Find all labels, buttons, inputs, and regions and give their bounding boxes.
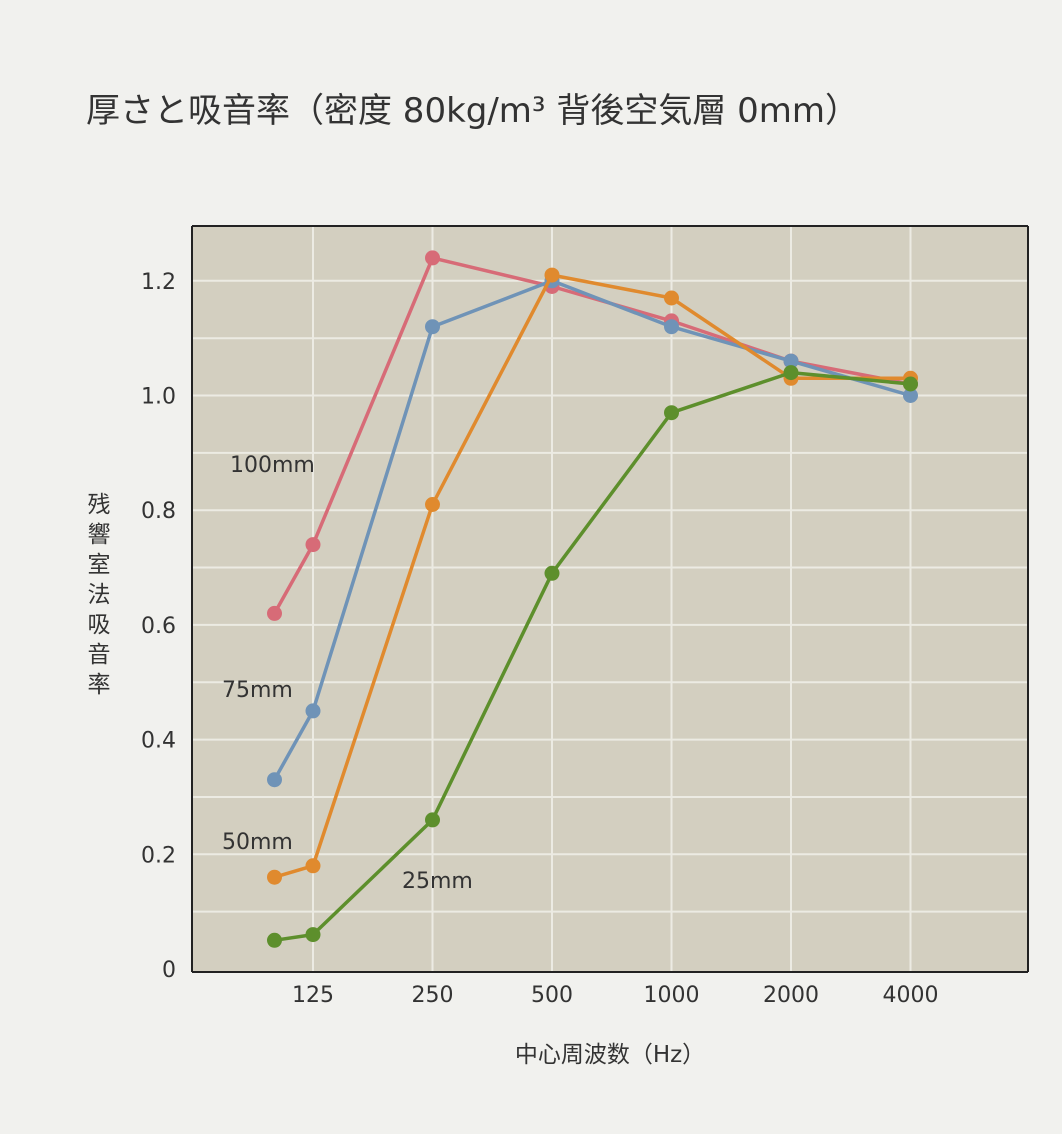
data-point [425,812,440,828]
data-point [305,927,321,943]
y-axis-label: 残響室法吸音率 [88,492,111,698]
series-label: 25mm [402,869,473,894]
data-point [425,319,440,335]
y-tick-label: 1.0 [141,385,176,410]
y-tick-labels: 0 0.2 0.4 0.6 0.8 1.0 1.2 [141,270,176,983]
series-25mm [267,365,918,948]
data-point [305,537,321,553]
data-point [267,605,282,621]
data-point [783,365,799,381]
data-point [664,319,679,335]
grid [192,226,1028,972]
data-point [267,932,282,948]
x-tick-label: 1000 [644,983,700,1008]
data-point [305,858,321,874]
y-tick-label: 0.8 [141,499,176,524]
y-tick-label: 0.2 [141,843,176,868]
data-point [783,353,799,369]
x-tick-label: 4000 [883,983,939,1008]
x-tick-label: 125 [292,983,334,1008]
data-point [664,405,679,421]
data-point [903,376,918,392]
chart-title: 厚さと吸音率（密度 80kg/m³ 背後空気層 0mm） [86,91,859,131]
x-tick-labels: 125 250 500 1000 2000 4000 [292,983,939,1008]
x-tick-label: 250 [412,983,454,1008]
series [267,250,918,948]
series-label: 100mm [230,453,315,478]
data-point [267,869,282,885]
data-point [425,497,440,512]
y-tick-label: 0 [162,958,176,983]
data-point [267,772,282,788]
data-point [903,388,918,403]
y-tick-label: 1.2 [141,270,176,295]
x-tick-label: 2000 [763,983,819,1008]
x-tick-label: 500 [531,983,573,1008]
data-point [425,250,440,266]
data-point [664,290,679,306]
series-label: 50mm [222,830,293,855]
y-tick-label: 0.6 [141,614,176,639]
data-point [544,565,560,581]
series-labels: 100mm 75mm 50mm 25mm [222,453,473,894]
plot-area [192,226,1028,972]
data-point [544,267,560,283]
y-tick-label: 0.4 [141,729,176,754]
x-axis-label: 中心周波数（Hz） [515,1042,705,1068]
data-point [305,703,321,719]
series-label: 75mm [222,678,293,703]
